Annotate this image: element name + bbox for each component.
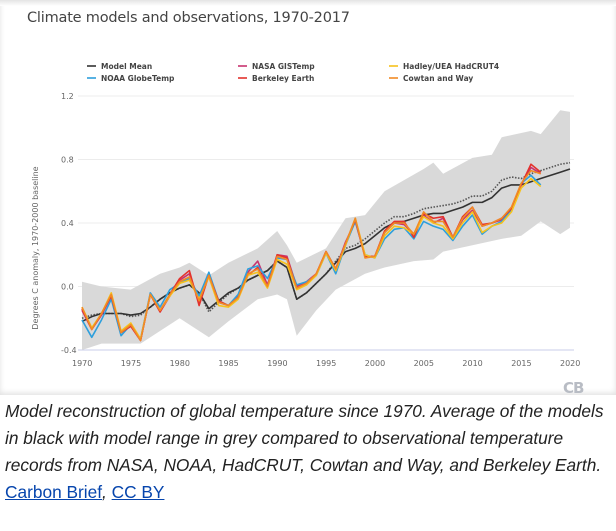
y-tick-label: 0.4 bbox=[61, 219, 74, 228]
x-tick-label: 2020 bbox=[560, 359, 580, 368]
figure-caption: Model reconstruction of global temperatu… bbox=[5, 398, 611, 506]
y-tick-label: 0.8 bbox=[61, 156, 74, 165]
model-range-band bbox=[82, 110, 570, 350]
y-tick-label: 0.0 bbox=[61, 283, 74, 292]
model-mean-line bbox=[81, 168, 571, 323]
chart-title: Climate models and observations, 1970-20… bbox=[27, 10, 350, 26]
legend-label: Hadley/UEA HadCRUT4 bbox=[403, 62, 499, 71]
y-tick-label: 1.2 bbox=[61, 92, 74, 101]
x-tick-label: 2000 bbox=[365, 359, 385, 368]
x-tick-label: 1995 bbox=[316, 359, 336, 368]
y-tick-label: -0.4 bbox=[61, 346, 77, 355]
x-tick-label: 2015 bbox=[511, 359, 531, 368]
cc-by-link[interactable]: CC BY bbox=[111, 482, 165, 502]
x-tick-label: 1970 bbox=[72, 359, 92, 368]
legend-label: Model Mean bbox=[101, 62, 152, 71]
legend-label: NASA GISTemp bbox=[252, 62, 315, 71]
x-tick-label: 2010 bbox=[462, 359, 482, 368]
legend-label: NOAA GlobeTemp bbox=[101, 74, 175, 83]
top-shadow bbox=[0, 0, 616, 6]
x-tick-label: 1980 bbox=[170, 359, 190, 368]
series-line-cowtan-and-way bbox=[81, 169, 541, 342]
x-tick-label: 1975 bbox=[121, 359, 141, 368]
carbon-brief-link[interactable]: Carbon Brief bbox=[5, 482, 103, 502]
caption-separator: , bbox=[102, 482, 112, 502]
carbon-brief-logo: CB bbox=[563, 379, 584, 397]
caption-text: Model reconstruction of global temperatu… bbox=[5, 401, 604, 475]
x-tick-label: 1985 bbox=[218, 359, 238, 368]
x-tick-label: 1990 bbox=[267, 359, 287, 368]
legend-label: Berkeley Earth bbox=[252, 74, 314, 83]
legend-label: Cowtan and Way bbox=[403, 74, 473, 83]
y-axis-label: Degrees C anomaly, 1970-2000 baseline bbox=[31, 166, 40, 329]
chart-figure: Climate models and observations, 1970-20… bbox=[0, 0, 616, 397]
x-tick-label: 2005 bbox=[414, 359, 434, 368]
chart-svg: -0.4 0.0 0.4 0.8 1.2 1970 1975 1980 1985 1990 1995… bbox=[31, 62, 580, 368]
